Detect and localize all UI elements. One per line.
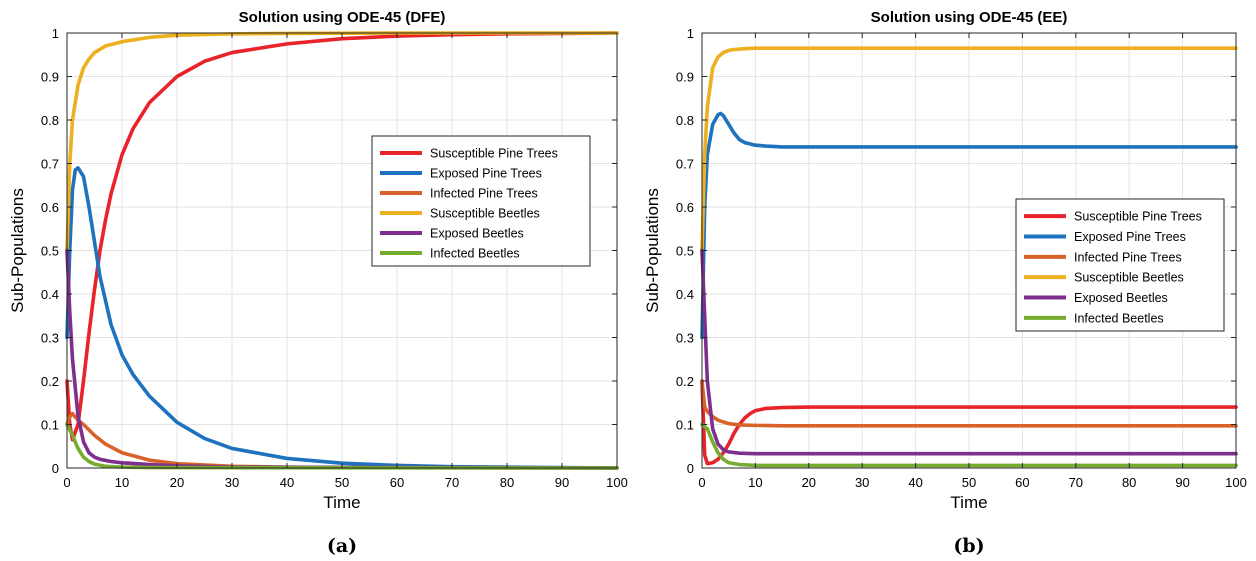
y-tick-label: 0.5 xyxy=(41,244,59,259)
legend-entry-3: Susceptible Beetles xyxy=(1074,271,1184,285)
y-tick-label: 0.9 xyxy=(676,70,694,85)
x-axis-label: Time xyxy=(950,493,987,512)
legend-entry-4: Exposed Beetles xyxy=(1074,291,1168,305)
legend-entry-5: Infected Beetles xyxy=(430,247,520,261)
x-tick-label: 0 xyxy=(63,475,70,490)
panel-label: (a) xyxy=(327,535,357,557)
y-tick-label: 0.7 xyxy=(41,157,59,172)
y-tick-label: 0.6 xyxy=(41,200,59,215)
legend: Susceptible Pine Trees Exposed Pine Trees… xyxy=(1015,198,1225,332)
y-tick-label: 0.1 xyxy=(676,418,694,433)
series-line-4 xyxy=(700,248,1238,456)
x-tick-label: 50 xyxy=(962,475,976,490)
x-tick-label: 80 xyxy=(1122,475,1136,490)
chart-panel-b: 0 10 20 30 40 50 60 70 80 90 100 0 0.1 0.2 0.3 0.4 0.5 0.… xyxy=(643,9,1247,557)
x-tick-label: 70 xyxy=(445,475,459,490)
series-line-0 xyxy=(700,379,1238,466)
series-line-1 xyxy=(700,111,1238,340)
x-tick-label: 90 xyxy=(555,475,569,490)
x-tick-label: 30 xyxy=(855,475,869,490)
legend-entry-4: Exposed Beetles xyxy=(430,227,524,241)
x-tick-label: 40 xyxy=(908,475,922,490)
chart-title: Solution using ODE-45 (DFE) xyxy=(239,9,446,26)
y-tick-label: 0.4 xyxy=(41,287,59,302)
legend-box xyxy=(1015,198,1225,332)
x-tick-label: 0 xyxy=(698,475,705,490)
panel-label: (b) xyxy=(953,535,984,557)
x-tick-label: 10 xyxy=(115,475,129,490)
legend-entry-1: Exposed Pine Trees xyxy=(1074,230,1186,244)
legend-box xyxy=(371,135,591,267)
x-tick-label: 80 xyxy=(500,475,514,490)
y-tick-label: 0.2 xyxy=(676,374,694,389)
y-tick-label: 0.4 xyxy=(676,287,694,302)
y-tick-label: 1 xyxy=(52,26,59,41)
x-tick-label: 20 xyxy=(170,475,184,490)
chart-title: Solution using ODE-45 (EE) xyxy=(871,9,1068,26)
y-tick-label: 0 xyxy=(52,461,59,476)
y-tick-label: 0.9 xyxy=(41,70,59,85)
series-group xyxy=(65,31,619,470)
y-axis-label: Sub-Populations xyxy=(643,188,662,313)
chart-panel-a: 0 10 20 30 40 50 60 70 80 90 100 0 0.1 0.2 0.3 0.4 0.5 0.… xyxy=(8,9,628,557)
legend-entry-0: Susceptible Pine Trees xyxy=(430,147,558,161)
x-tick-label: 90 xyxy=(1175,475,1189,490)
y-axis-label: Sub-Populations xyxy=(8,188,27,313)
x-tick-label: 50 xyxy=(335,475,349,490)
series-line-3 xyxy=(65,31,619,253)
y-tick-label: 0.8 xyxy=(676,113,694,128)
y-tick-label: 0.1 xyxy=(41,418,59,433)
y-tick-label: 1 xyxy=(687,26,694,41)
x-tick-label: 30 xyxy=(225,475,239,490)
y-tick-label: 0.5 xyxy=(676,244,694,259)
series-line-3 xyxy=(700,46,1238,253)
series-group xyxy=(700,46,1238,468)
y-tick-label: 0.6 xyxy=(676,200,694,215)
series-line-5 xyxy=(700,422,1238,468)
x-tick-label: 10 xyxy=(748,475,762,490)
series-line-2 xyxy=(700,379,1238,428)
legend: Susceptible Pine Trees Exposed Pine Trees… xyxy=(371,135,591,267)
y-tick-label: 0.8 xyxy=(41,113,59,128)
y-tick-label: 0 xyxy=(687,461,694,476)
legend-entry-3: Susceptible Beetles xyxy=(430,207,540,221)
x-tick-label: 100 xyxy=(1225,475,1247,490)
series-line-4 xyxy=(65,248,619,470)
x-tick-label: 20 xyxy=(802,475,816,490)
legend-entry-2: Infected Pine Trees xyxy=(1074,250,1182,264)
series-line-0 xyxy=(65,31,619,442)
x-tick-label: 60 xyxy=(1015,475,1029,490)
y-tick-label: 0.2 xyxy=(41,374,59,389)
x-axis-label: Time xyxy=(323,493,360,512)
y-tick-label: 0.7 xyxy=(676,157,694,172)
x-tick-label: 40 xyxy=(280,475,294,490)
y-tick-label: 0.3 xyxy=(676,331,694,346)
x-tick-label: 60 xyxy=(390,475,404,490)
y-tick-label: 0.3 xyxy=(41,331,59,346)
legend-entry-1: Exposed Pine Trees xyxy=(430,167,542,181)
series-line-5 xyxy=(65,422,619,470)
x-tick-label: 100 xyxy=(606,475,628,490)
legend-entry-0: Susceptible Pine Trees xyxy=(1074,210,1202,224)
legend-entry-5: Infected Beetles xyxy=(1074,311,1164,325)
x-tick-label: 70 xyxy=(1069,475,1083,490)
legend-entry-2: Infected Pine Trees xyxy=(430,187,538,201)
